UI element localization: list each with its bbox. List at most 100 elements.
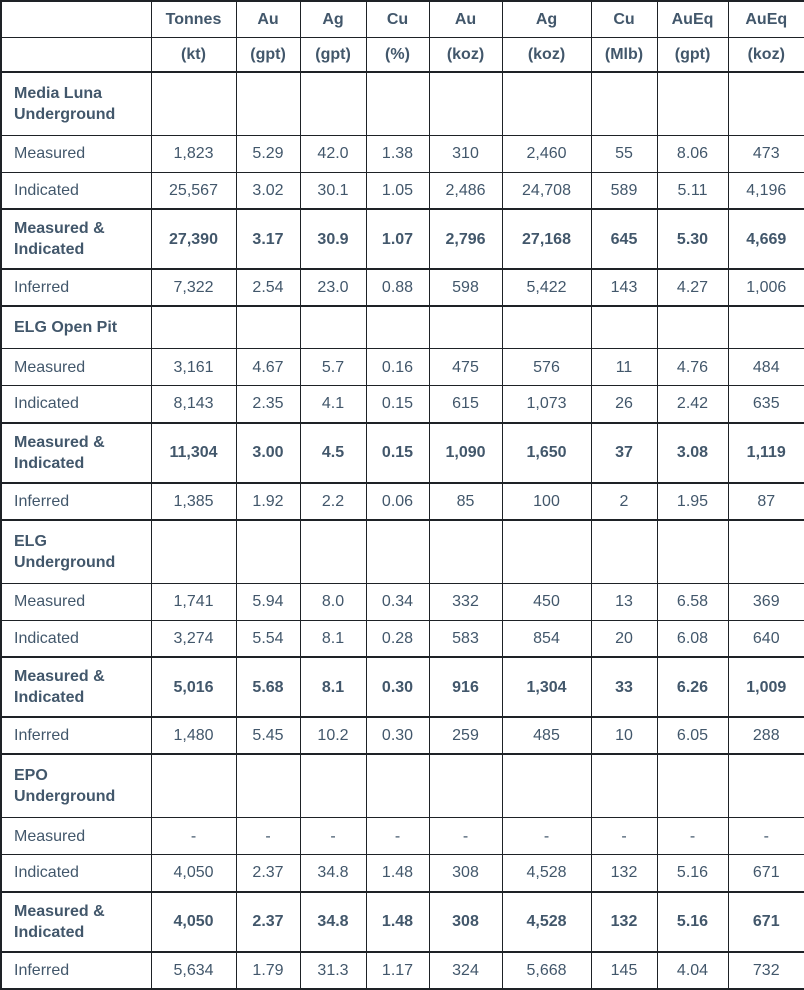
value-cell: 1,823 xyxy=(150,134,237,173)
section-empty-cell xyxy=(727,305,804,349)
value-cell: 1.95 xyxy=(656,482,729,520)
row-label: Inferred xyxy=(0,951,152,989)
value-cell: 4,196 xyxy=(727,171,804,210)
value-cell: 8,143 xyxy=(150,385,237,423)
value-cell: 34.8 xyxy=(299,854,367,892)
section-empty-cell xyxy=(501,305,592,349)
value-cell: 5.68 xyxy=(235,656,301,718)
value-cell: 145 xyxy=(590,951,658,989)
value-cell: 3.02 xyxy=(235,171,301,210)
value-cell: 5.45 xyxy=(235,716,301,755)
value-cell: 2.37 xyxy=(235,854,301,892)
value-cell: 30.1 xyxy=(299,171,367,210)
value-cell: 4.04 xyxy=(656,951,729,989)
section-empty-cell xyxy=(428,70,503,136)
table-header: Tonnes Au Ag Cu Au Ag Cu AuEq AuEq (kt) (gpt) (gpt)… xyxy=(0,0,804,72)
value-cell: 5.16 xyxy=(656,854,729,892)
column-unit: (kt) xyxy=(150,36,237,72)
column-label: Ag xyxy=(501,0,592,38)
row-label: Measured & Indicated xyxy=(0,421,152,484)
column-unit: (gpt) xyxy=(235,36,301,72)
value-cell: 1,650 xyxy=(501,421,592,484)
column-unit: (koz) xyxy=(501,36,592,72)
value-cell: 3,161 xyxy=(150,348,237,386)
value-cell: 25,567 xyxy=(150,171,237,210)
value-cell: 1.38 xyxy=(365,134,430,173)
section-empty-cell xyxy=(656,753,729,818)
section-empty-cell xyxy=(656,518,729,584)
value-cell: - xyxy=(365,817,430,855)
value-cell: 34.8 xyxy=(299,890,367,953)
value-cell: 4,528 xyxy=(501,890,592,953)
value-cell: 20 xyxy=(590,619,658,658)
section-title-row: ELG Open Pit xyxy=(0,305,804,349)
data-row: Measured - - - - - - - - - xyxy=(0,817,804,855)
row-label: Measured xyxy=(0,348,152,386)
value-cell: 916 xyxy=(428,656,503,718)
section-empty-cell xyxy=(501,518,592,584)
value-cell: 4.1 xyxy=(299,385,367,423)
section-empty-cell xyxy=(365,518,430,584)
value-cell: 33 xyxy=(590,656,658,718)
value-cell: 1.92 xyxy=(235,482,301,520)
section-empty-cell xyxy=(150,753,237,818)
value-cell: 2.2 xyxy=(299,482,367,520)
row-label: Indicated xyxy=(0,171,152,210)
value-cell: 37 xyxy=(590,421,658,484)
section-empty-cell xyxy=(235,70,301,136)
value-cell: 3.00 xyxy=(235,421,301,484)
value-cell: 8.0 xyxy=(299,582,367,621)
row-label: Inferred xyxy=(0,268,152,307)
data-row: Measured & Indicated 11,304 3.00 4.5 0.15 1,0… xyxy=(0,421,804,484)
value-cell: 13 xyxy=(590,582,658,621)
value-cell: 30.9 xyxy=(299,208,367,270)
value-cell: 589 xyxy=(590,171,658,210)
column-unit: (Mlb) xyxy=(590,36,658,72)
value-cell: 2.54 xyxy=(235,268,301,307)
column-label: Au xyxy=(428,0,503,38)
value-cell: 85 xyxy=(428,482,503,520)
value-cell: 6.05 xyxy=(656,716,729,755)
value-cell: 0.30 xyxy=(365,656,430,718)
value-cell: 732 xyxy=(727,951,804,989)
value-cell: 2,460 xyxy=(501,134,592,173)
value-cell: 484 xyxy=(727,348,804,386)
section-title: ELG Underground xyxy=(0,518,152,584)
column-label: AuEq xyxy=(727,0,804,38)
value-cell: 8.06 xyxy=(656,134,729,173)
value-cell: 5.30 xyxy=(656,208,729,270)
row-label: Inferred xyxy=(0,482,152,520)
section-empty-cell xyxy=(590,305,658,349)
value-cell: 288 xyxy=(727,716,804,755)
section-empty-cell xyxy=(235,518,301,584)
value-cell: - xyxy=(150,817,237,855)
data-row: Measured & Indicated 27,390 3.17 30.9 1.07 2,… xyxy=(0,208,804,270)
value-cell: 671 xyxy=(727,890,804,953)
value-cell: 1,741 xyxy=(150,582,237,621)
value-cell: 0.30 xyxy=(365,716,430,755)
section-empty-cell xyxy=(235,305,301,349)
section-empty-cell xyxy=(501,70,592,136)
data-row: Measured 3,161 4.67 5.7 0.16 475 576 11 4.76 484 xyxy=(0,348,804,386)
value-cell: 635 xyxy=(727,385,804,423)
value-cell: 583 xyxy=(428,619,503,658)
value-cell: 24,708 xyxy=(501,171,592,210)
section-empty-cell xyxy=(656,305,729,349)
column-unit: (koz) xyxy=(428,36,503,72)
column-label: Au xyxy=(235,0,301,38)
value-cell: 4.76 xyxy=(656,348,729,386)
value-cell: 1,385 xyxy=(150,482,237,520)
row-label: Indicated xyxy=(0,854,152,892)
value-cell: 598 xyxy=(428,268,503,307)
value-cell: 2.37 xyxy=(235,890,301,953)
data-row: Measured 1,741 5.94 8.0 0.34 332 450 13 6.58 369 xyxy=(0,582,804,621)
column-unit xyxy=(0,36,152,72)
value-cell: 1.48 xyxy=(365,854,430,892)
data-row: Inferred 1,385 1.92 2.2 0.06 85 100 2 1.95 87 xyxy=(0,482,804,520)
data-row: Inferred 1,480 5.45 10.2 0.30 259 485 10 6.05 288 xyxy=(0,716,804,755)
value-cell: 324 xyxy=(428,951,503,989)
section-empty-cell xyxy=(299,305,367,349)
value-cell: 5,668 xyxy=(501,951,592,989)
column-label: Tonnes xyxy=(150,0,237,38)
data-row: Inferred 5,634 1.79 31.3 1.17 324 5,668 145 4.04… xyxy=(0,951,804,989)
